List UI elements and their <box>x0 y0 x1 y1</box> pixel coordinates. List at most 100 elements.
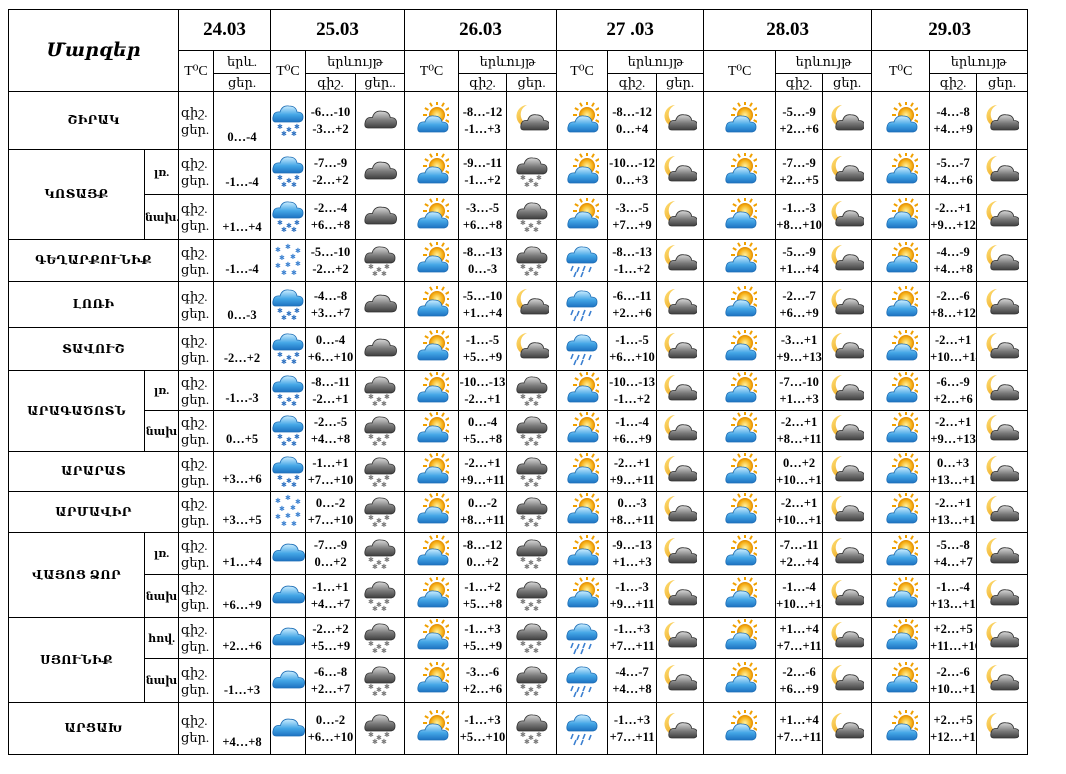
svg-text:✱: ✱ <box>281 358 287 366</box>
temperature-cell: -1…+2 +5…+8 <box>458 574 508 618</box>
svg-text:✱: ✱ <box>381 400 387 408</box>
partly-sunny-icon <box>724 709 757 740</box>
svg-text:✱: ✱ <box>291 400 297 408</box>
region-name: ԼՈՌԻ <box>7 281 180 328</box>
svg-text:✱: ✱ <box>294 174 300 182</box>
table-row: ՍՅՈՒՆԻՔ հով. գիշ. ցեր. +2…+6 -2…+2 +5…+9 ✱ ✱ ✱ ✱ ✱… <box>8 617 1029 703</box>
partly-sunny-icon <box>886 285 918 316</box>
temperature-cell: -7…-10 +1…+3 <box>775 370 824 411</box>
svg-text:✱: ✱ <box>294 123 300 131</box>
rain-snow-icon: ✱ ✱ ✱✱ ✱ <box>272 333 304 366</box>
weather-icon-cell <box>871 574 931 618</box>
weather-icon-cell <box>976 658 1029 703</box>
svg-text:✱: ✱ <box>384 598 390 606</box>
svg-text:✱: ✱ <box>520 474 526 482</box>
svg-text:✱: ✱ <box>290 504 296 512</box>
weather-icon-cell <box>976 281 1029 328</box>
moon-cloud-icon <box>831 104 865 130</box>
weather-icon-cell <box>976 91 1029 150</box>
subregion-name: լռ. <box>143 532 180 575</box>
moon-cloud-icon <box>831 288 865 314</box>
svg-text:✱: ✱ <box>286 177 292 185</box>
weather-icon-cell <box>822 658 873 703</box>
date-header: 28.03 <box>703 9 873 51</box>
temperature-cell: 0…-4 +5…+8 <box>458 410 508 452</box>
temperature-cell: +2…+5 +11…+16 <box>929 617 978 659</box>
temperature-cell: -4…-7 +4…+8 <box>607 658 658 703</box>
weather-icon-cell <box>703 91 777 150</box>
subregion-name: հով. <box>143 617 180 659</box>
partly-sunny-icon <box>567 577 600 608</box>
svg-text:✱: ✱ <box>291 181 297 189</box>
svg-text:✱: ✱ <box>368 433 374 441</box>
svg-text:✱: ✱ <box>384 731 390 739</box>
weather-icon-cell <box>871 370 931 411</box>
phen-header: երևույթ <box>929 50 1029 74</box>
svg-text:✱: ✱ <box>277 393 283 401</box>
moon-cloud-icon <box>831 580 865 606</box>
partly-sunny-icon <box>416 534 449 565</box>
svg-text:✱: ✱ <box>520 174 526 182</box>
svg-text:✱: ✱ <box>533 647 539 655</box>
weather-icon-cell <box>355 149 406 195</box>
table-row: ԳԵՂԱՐՔՈՒՆԻՔ գիշ. ցեր. -1…-4 ✱ ✱ ✱ ✱ ✱ ✱ ✱ ✱ ✱ ✱ -5…-10… <box>7 239 1029 282</box>
svg-text:✱: ✱ <box>291 358 297 366</box>
temperature-cell: -5…-7 +4…+6 <box>929 149 978 195</box>
svg-text:✱: ✱ <box>294 474 300 482</box>
rain-snow-icon: ✱ ✱ ✱✱ ✱ <box>272 201 304 234</box>
weather-icon-cell <box>404 658 460 703</box>
day-header: ցեր. <box>213 73 272 92</box>
svg-text:✱: ✱ <box>384 514 390 522</box>
moon-cloud-icon <box>664 333 698 359</box>
weather-icon-cell <box>656 532 705 575</box>
weather-icon-cell <box>556 410 609 452</box>
weather-icon-cell <box>404 491 460 533</box>
table-row: ԱՐՄԱՎԻՐ գիշ. ցեր. +3…+5 ✱ ✱ ✱ ✱ ✱ ✱ ✱ ✱ ✱ ✱ 0…-2 +7…+1… <box>7 491 1029 533</box>
table-row: ԱՐԱԳԱԾՈՏՆ լռ. գիշ. ցեր. -1…-3 ✱ ✱ ✱ ✱ ✱ -8…-11 -2…… <box>8 370 1029 452</box>
svg-text:✱: ✱ <box>520 514 526 522</box>
temperature-cell: -6…-9 +2…+6 <box>929 370 978 411</box>
weather-icon-cell: ✱ ✱ ✱ ✱ ✱ <box>506 491 558 533</box>
partly-sunny-icon <box>886 534 918 565</box>
weather-icon-cell <box>656 149 705 195</box>
temperature-cell: -9…-13 +1…+3 <box>607 532 658 575</box>
temperature-cell: -8…-13 -1…+2 <box>607 239 658 282</box>
svg-text:✱: ✱ <box>536 640 542 648</box>
svg-text:✱: ✱ <box>384 640 390 648</box>
weather-icon-cell: ✱ ✱ ✱ ✱ ✱ ✱ ✱ ✱ ✱ ✱ <box>270 239 307 282</box>
weather-icon-cell <box>822 617 873 659</box>
svg-text:✱: ✱ <box>528 686 534 694</box>
partly-sunny-icon <box>567 153 600 184</box>
weather-icon-cell <box>871 149 931 195</box>
weather-icon-cell <box>976 410 1029 452</box>
weather-icon-cell <box>703 532 777 575</box>
temperature-cell: -5…-10 +1…+4 <box>458 281 508 328</box>
svg-text:✱: ✱ <box>295 260 301 268</box>
partly-sunny-icon <box>724 241 757 272</box>
weather-icon-cell <box>506 91 558 150</box>
weather-icon-cell: ✱ ✱ ✱ ✱ ✱ <box>355 532 406 575</box>
temperature-cell: 0…+2 +10…+14 <box>775 451 824 492</box>
region-name: ԱՐՑԱԽ <box>7 702 180 755</box>
temperature-cell: -3…+1 +9…+13 <box>775 327 824 371</box>
partly-sunny-icon <box>416 241 449 272</box>
svg-text:✱: ✱ <box>528 396 534 404</box>
cloud-icon <box>272 670 305 688</box>
weather-icon-cell <box>270 617 307 659</box>
weather-icon-cell: ✱ ✱ ✱ ✱ ✱ <box>506 370 558 411</box>
temperature-cell: -1…+3 +7…+11 <box>607 702 658 755</box>
partly-sunny-icon <box>416 577 449 608</box>
temperature-cell: -4…-8 +3…+7 <box>305 281 357 328</box>
night-day-label: գիշ. ցեր. <box>178 91 215 150</box>
snow-cloud-icon: ✱ ✱ ✱✱ ✱ <box>515 416 547 448</box>
weather-icon-cell <box>822 574 873 618</box>
svg-text:✱: ✱ <box>381 481 387 489</box>
svg-text:✱: ✱ <box>524 563 530 571</box>
svg-text:✱: ✱ <box>277 174 283 182</box>
temp-header: T⁰C <box>703 50 777 92</box>
weather-icon-cell <box>976 370 1029 411</box>
partly-sunny-icon <box>416 661 449 692</box>
temperature-cell: -1…-4 <box>213 239 272 282</box>
svg-text:✱: ✱ <box>372 400 378 408</box>
svg-text:✱: ✱ <box>368 683 374 691</box>
